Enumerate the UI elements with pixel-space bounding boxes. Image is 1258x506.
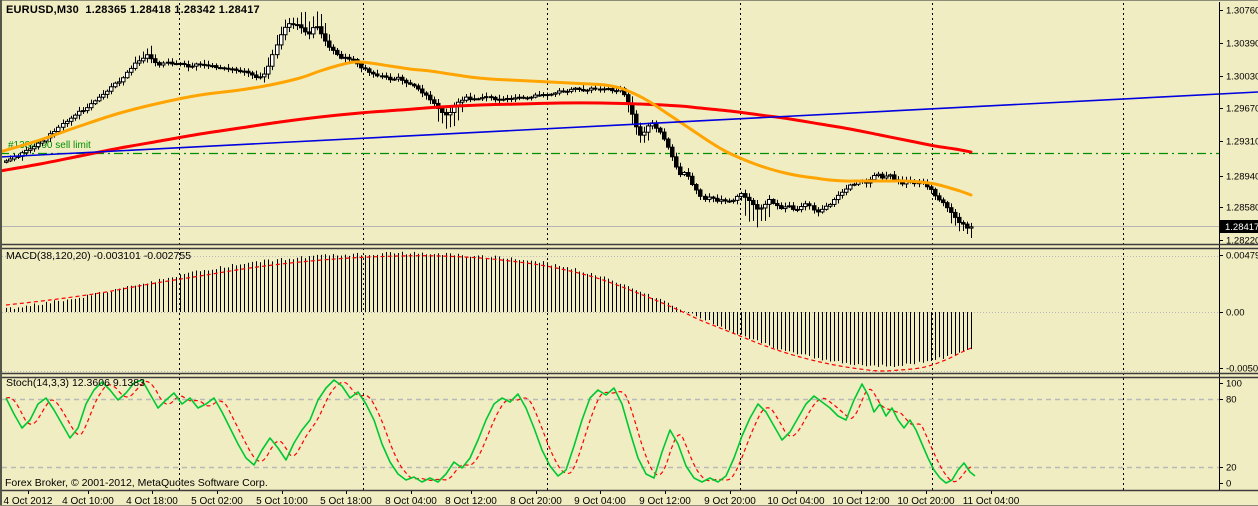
price-axis-label: 1.29670: [1226, 104, 1258, 115]
ma-slow-red-line[interactable]: [0, 101, 973, 173]
price-axis-label: 1.30390: [1226, 39, 1258, 50]
time-axis-label: 5 Oct 18:00: [320, 496, 372, 506]
trendline[interactable]: [0, 91, 1258, 158]
time-axis-label: 4 Oct 2012: [4, 496, 53, 506]
time-axis-label: 9 Oct 04:00: [574, 496, 626, 506]
price-axis-label: 1.30030: [1226, 72, 1258, 83]
price-axis-label: 1.28220: [1226, 236, 1258, 247]
macd-axis-label: 0.00: [1226, 308, 1245, 319]
time-axis-label: 9 Oct 20:00: [704, 496, 756, 506]
time-axis-label: 10 Oct 04:00: [767, 496, 825, 506]
price-axis-label: 1.28580: [1226, 203, 1258, 214]
main-price-panel[interactable]: #1389090 sell limit: [0, 11, 1219, 238]
time-axis-label: 8 Oct 12:00: [445, 496, 497, 506]
stoch-main-line: [5, 379, 976, 484]
time-scale[interactable]: [0, 490, 1258, 506]
macd-indicator-label: MACD(38,120,20) -0.003101 -0.002755: [6, 250, 192, 262]
broker-copyright: Forex Broker, © 2001-2012, MetaQuotes So…: [5, 477, 268, 489]
candlesticks: [4, 11, 974, 238]
time-axis-label: 9 Oct 12:00: [639, 496, 691, 506]
time-axis-label: 8 Oct 04:00: [385, 496, 437, 506]
price-axis-label: 1.30760: [1226, 6, 1258, 17]
sell-limit-order-label: #1389090 sell limit: [8, 140, 91, 151]
macd-panel[interactable]: [2, 251, 1219, 372]
time-axis-label: 10 Oct 20:00: [897, 496, 955, 506]
time-axis-label: 4 Oct 18:00: [126, 496, 178, 506]
macd-axis-label: 0.00479: [1226, 251, 1258, 262]
stochastic-panel[interactable]: [2, 379, 1219, 484]
stoch-signal-line: [5, 380, 972, 483]
macd-histogram: [6, 251, 972, 367]
time-axis-label: 5 Oct 10:00: [256, 496, 308, 506]
macd-signal-line: [5, 255, 972, 372]
macd-axis-label: -0.00509: [1226, 364, 1258, 375]
stoch-indicator-label: Stoch(14,3,3) 12.3606 9.1383: [6, 377, 145, 389]
price-axis-label: 1.29310: [1226, 137, 1258, 148]
time-axis-label: 4 Oct 10:00: [62, 496, 114, 506]
stoch-axis-label: 100: [1226, 379, 1242, 390]
stoch-axis-label: 0: [1226, 479, 1231, 490]
time-axis-label: 11 Oct 04:00: [963, 496, 1020, 506]
time-axis-label: 10 Oct 12:00: [832, 496, 890, 506]
stoch-axis-label: 20: [1226, 463, 1237, 474]
ma-fast-orange-line[interactable]: [0, 60, 973, 197]
chart-title: EURUSD,M30 1.28365 1.28418 1.28342 1.284…: [6, 4, 260, 16]
time-axis-label: 8 Oct 20:00: [510, 496, 562, 506]
price-axis-label: 1.28940: [1226, 172, 1258, 183]
time-axis-label: 5 Oct 02:00: [191, 496, 243, 506]
stoch-axis-label: 80: [1226, 395, 1237, 406]
current-price-box: [1220, 220, 1258, 233]
current-price-value: 1.28417: [1225, 222, 1258, 233]
